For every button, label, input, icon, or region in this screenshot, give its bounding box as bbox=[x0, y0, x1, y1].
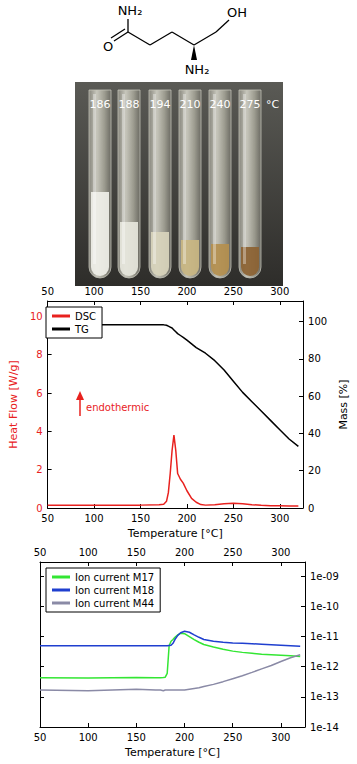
svg-text:100: 100 bbox=[79, 732, 98, 743]
svg-text:50: 50 bbox=[34, 732, 47, 743]
svg-text:10: 10 bbox=[30, 311, 43, 322]
svg-text:200: 200 bbox=[177, 513, 196, 524]
svg-text:300: 300 bbox=[271, 732, 290, 743]
svg-text:100: 100 bbox=[308, 316, 327, 327]
svg-text:8: 8 bbox=[36, 349, 42, 360]
svg-text:194: 194 bbox=[150, 98, 171, 111]
svg-text:100: 100 bbox=[79, 547, 98, 558]
svg-text:150: 150 bbox=[131, 286, 150, 297]
svg-text:NH₂: NH₂ bbox=[185, 62, 210, 77]
svg-text:6: 6 bbox=[36, 388, 42, 399]
svg-text:210: 210 bbox=[180, 98, 201, 111]
svg-text:60: 60 bbox=[308, 391, 321, 402]
svg-text:Ion current M44: Ion current M44 bbox=[75, 598, 154, 609]
svg-text:1e-12: 1e-12 bbox=[310, 661, 339, 672]
svg-text:300: 300 bbox=[270, 513, 289, 524]
svg-text:NH₂: NH₂ bbox=[118, 3, 143, 18]
svg-text:4: 4 bbox=[36, 426, 42, 437]
svg-text:200: 200 bbox=[177, 286, 196, 297]
svg-text:Temperature [°C]: Temperature [°C] bbox=[127, 527, 223, 540]
svg-text:DSC: DSC bbox=[75, 311, 96, 322]
svg-text:0: 0 bbox=[308, 503, 314, 514]
svg-text:275: 275 bbox=[240, 98, 261, 111]
svg-text:°C: °C bbox=[266, 98, 280, 111]
svg-text:TG: TG bbox=[74, 324, 89, 335]
svg-text:40: 40 bbox=[308, 428, 321, 439]
svg-text:O: O bbox=[103, 39, 113, 54]
svg-text:1e-13: 1e-13 bbox=[310, 691, 339, 702]
svg-text:Ion current M17: Ion current M17 bbox=[75, 572, 154, 583]
svg-text:150: 150 bbox=[127, 732, 146, 743]
svg-text:1e-10: 1e-10 bbox=[310, 601, 339, 612]
svg-text:50: 50 bbox=[41, 286, 54, 297]
svg-text:20: 20 bbox=[308, 465, 321, 476]
svg-text:2: 2 bbox=[36, 464, 42, 475]
svg-text:1e-14: 1e-14 bbox=[310, 722, 339, 733]
svg-text:250: 250 bbox=[224, 286, 243, 297]
svg-text:150: 150 bbox=[131, 513, 150, 524]
svg-text:240: 240 bbox=[210, 98, 231, 111]
svg-text:250: 250 bbox=[223, 547, 242, 558]
svg-text:100: 100 bbox=[85, 513, 104, 524]
svg-text:Temperature [°C]: Temperature [°C] bbox=[124, 746, 220, 759]
svg-text:100: 100 bbox=[85, 286, 104, 297]
svg-text:50: 50 bbox=[34, 547, 47, 558]
svg-text:50: 50 bbox=[41, 513, 54, 524]
svg-text:250: 250 bbox=[224, 513, 243, 524]
svg-text:OH: OH bbox=[227, 5, 247, 20]
svg-text:Ion current M18: Ion current M18 bbox=[75, 585, 154, 596]
svg-text:150: 150 bbox=[127, 547, 146, 558]
svg-text:Heat Flow [W/g]: Heat Flow [W/g] bbox=[7, 360, 20, 448]
svg-text:300: 300 bbox=[271, 547, 290, 558]
svg-text:200: 200 bbox=[175, 547, 194, 558]
svg-text:Mass [%]: Mass [%] bbox=[337, 379, 350, 429]
svg-text:186: 186 bbox=[90, 98, 111, 111]
svg-text:80: 80 bbox=[308, 353, 321, 364]
svg-text:1e-11: 1e-11 bbox=[310, 631, 339, 642]
svg-text:188: 188 bbox=[119, 98, 140, 111]
svg-text:1e-09: 1e-09 bbox=[310, 571, 339, 582]
svg-text:250: 250 bbox=[223, 732, 242, 743]
svg-text:0: 0 bbox=[36, 502, 43, 514]
svg-text:300: 300 bbox=[270, 286, 289, 297]
svg-text:endothermic: endothermic bbox=[86, 402, 149, 413]
svg-text:200: 200 bbox=[175, 732, 194, 743]
